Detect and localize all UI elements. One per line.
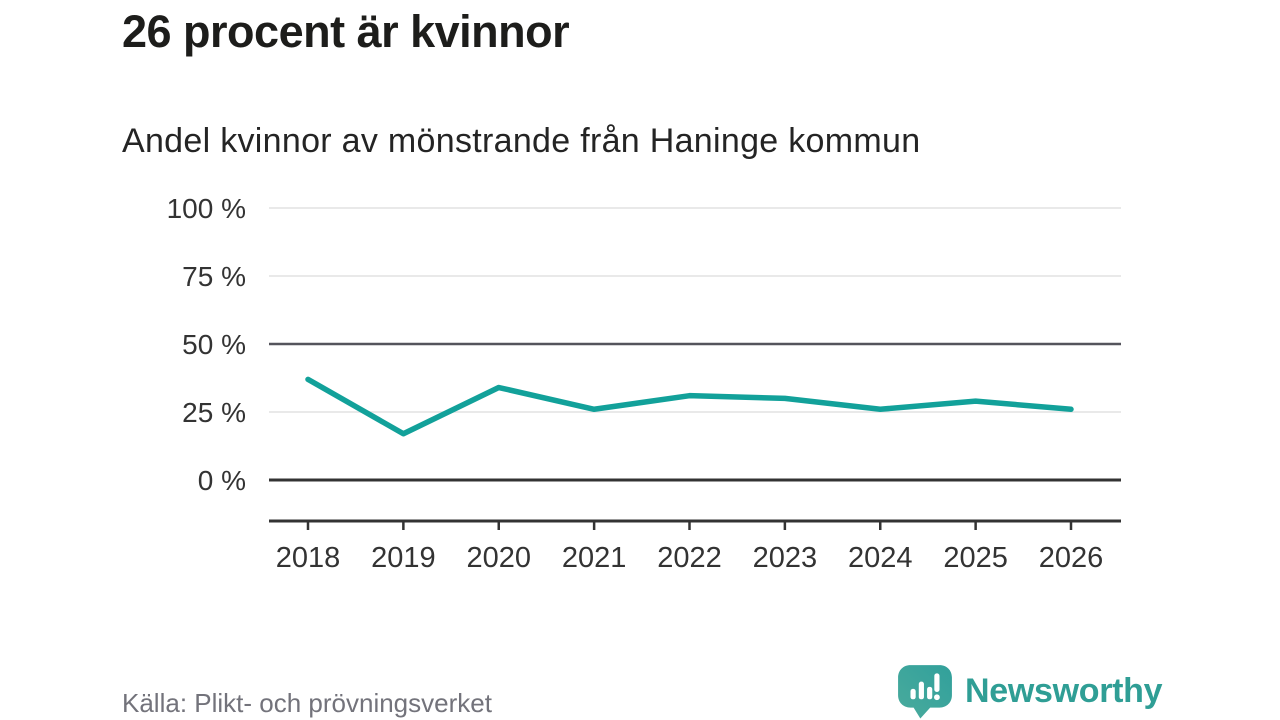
bar-chart-speech-bubble-icon bbox=[898, 665, 952, 719]
x-tick-label: 2020 bbox=[466, 542, 531, 574]
x-tick-label: 2021 bbox=[562, 542, 627, 574]
data-line bbox=[305, 376, 1074, 437]
x-tick-label: 2023 bbox=[753, 542, 818, 574]
x-tick-label: 2026 bbox=[1039, 542, 1104, 574]
chart-subtitle: Andel kvinnor av mönstrande från Haninge… bbox=[122, 122, 921, 160]
x-tick-label: 2025 bbox=[943, 542, 1008, 574]
y-tick-label: 0 % bbox=[198, 465, 246, 496]
chart-title: 26 procent är kvinnor bbox=[122, 6, 570, 57]
x-tick-label: 2022 bbox=[657, 542, 722, 574]
y-tick-label: 100 % bbox=[167, 193, 246, 224]
logo-wordmark: Newsworthy bbox=[965, 671, 1163, 710]
x-tick-label: 2018 bbox=[276, 542, 341, 574]
source-note: Källa: Plikt- och prövningsverket bbox=[122, 688, 492, 718]
newsworthy-logo: Newsworthy bbox=[896, 663, 1163, 719]
y-tick-label: 50 % bbox=[182, 329, 246, 360]
y-tick-label: 25 % bbox=[182, 397, 246, 428]
y-tick-label: 75 % bbox=[182, 261, 246, 292]
x-tick-label: 2019 bbox=[371, 542, 436, 574]
x-tick-label: 2024 bbox=[848, 542, 913, 574]
